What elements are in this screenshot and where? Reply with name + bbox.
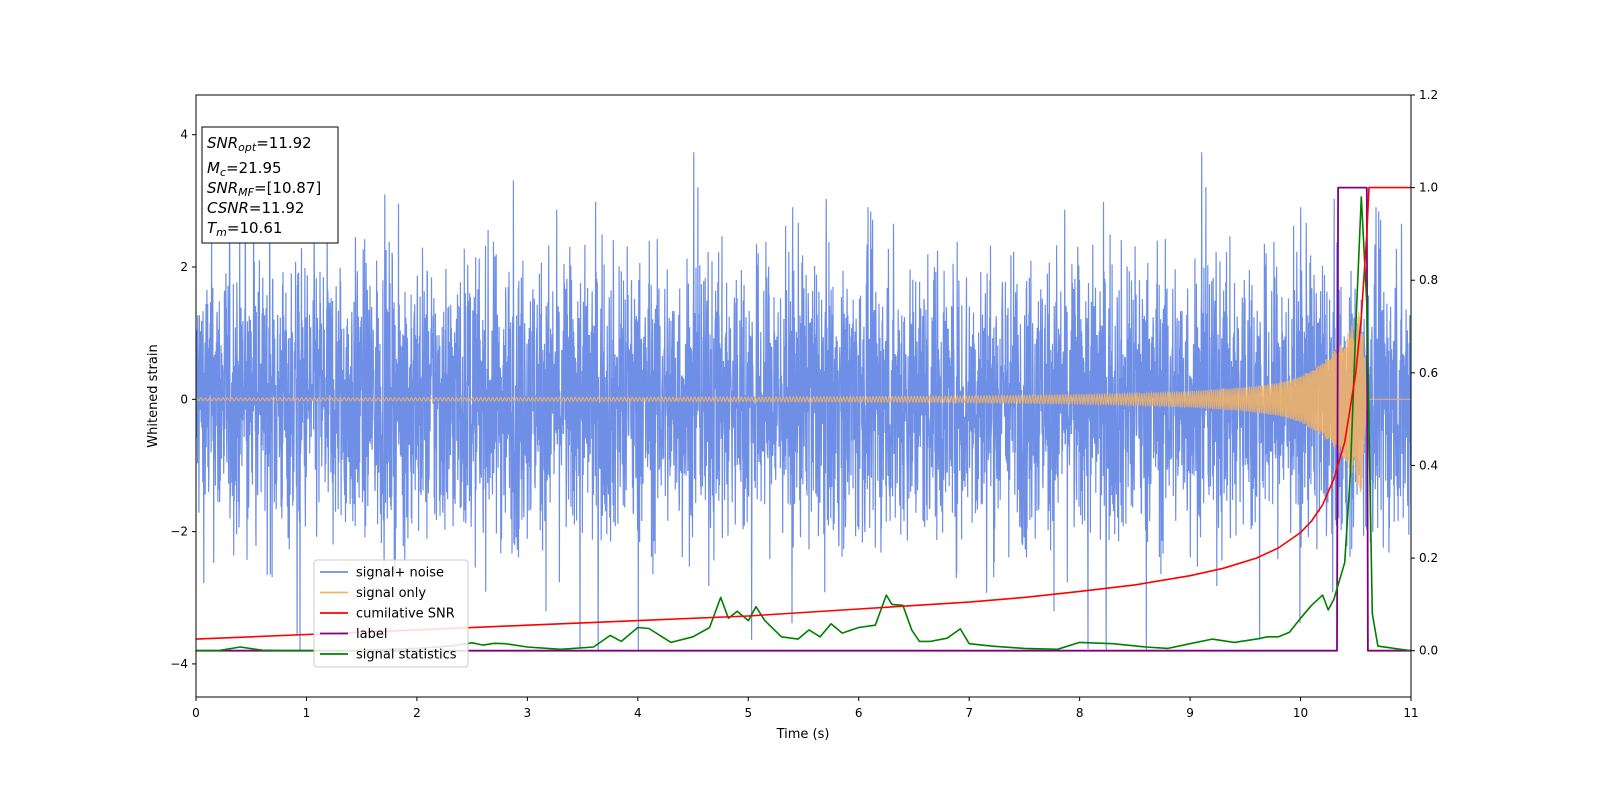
info-snr-opt-label: SNR bbox=[207, 134, 238, 152]
info-mc: Mc=21.95 bbox=[207, 159, 282, 179]
x-axis: 0 1 2 3 4 5 6 7 8 9 10 11 bbox=[192, 697, 1419, 720]
legend-items: signal+ noise signal only cumilative SNR la… bbox=[320, 566, 457, 663]
y-right-tick-label: 0.6 bbox=[1419, 366, 1438, 380]
x-tick-label: 2 bbox=[413, 706, 421, 720]
info-tm: Tm=10.61 bbox=[207, 219, 282, 239]
info-snr-mf-sub: MF bbox=[238, 186, 254, 199]
legend-label: cumilative SNR bbox=[356, 607, 455, 622]
info-mc-label: M bbox=[207, 159, 220, 177]
legend: signal+ noise signal only cumilative SNR la… bbox=[313, 559, 469, 668]
y-left-tick-label: −4 bbox=[170, 657, 188, 671]
series-signal-noise bbox=[196, 152, 1411, 651]
info-csnr-label: CSNR bbox=[207, 199, 249, 217]
info-snr-mf: SNRMF=[10.87] bbox=[207, 179, 321, 199]
y-right-tick-label: 0.2 bbox=[1419, 551, 1438, 565]
info-tm-sub: m bbox=[216, 226, 227, 239]
info-csnr: CSNR=11.92 bbox=[207, 199, 304, 217]
series-label bbox=[196, 186, 1411, 652]
legend-label: signal statistics bbox=[356, 648, 457, 663]
info-tm-label: T bbox=[207, 219, 218, 237]
legend-item-noise: signal+ noise bbox=[320, 566, 444, 581]
x-tick-label: 11 bbox=[1403, 706, 1418, 720]
x-tick-label: 10 bbox=[1293, 706, 1308, 720]
series-layer bbox=[196, 152, 1411, 652]
info-box: SNRopt=11.92 Mc=21.95 SNRMF=[10.87] CSNR… bbox=[201, 126, 339, 244]
info-box-frame bbox=[201, 126, 339, 244]
x-tick-label: 4 bbox=[634, 706, 642, 720]
y-axis-label: Whitened strain bbox=[146, 344, 161, 447]
info-tm-value: =10.61 bbox=[227, 219, 283, 237]
plot-area-frame bbox=[195, 94, 1412, 698]
x-tick-label: 6 bbox=[855, 706, 863, 720]
x-tick-label: 8 bbox=[1076, 706, 1084, 720]
info-mc-sub: c bbox=[220, 166, 226, 179]
x-tick-label: 9 bbox=[1186, 706, 1194, 720]
legend-label: label bbox=[356, 627, 387, 642]
y-left-tick-label: 4 bbox=[180, 128, 188, 142]
series-cumulative-snr bbox=[196, 186, 1411, 640]
y-right-tick-label: 1.0 bbox=[1419, 181, 1438, 195]
legend-item-signal: signal only bbox=[320, 586, 426, 601]
x-tick-label: 5 bbox=[744, 706, 752, 720]
y-right-tick-label: 0.0 bbox=[1419, 644, 1438, 658]
legend-item-label: label bbox=[320, 627, 387, 642]
series-signal-only bbox=[196, 311, 1411, 493]
legend-label: signal+ noise bbox=[356, 566, 444, 581]
info-snr-opt-value: =11.92 bbox=[256, 134, 312, 152]
x-tick-label: 1 bbox=[303, 706, 311, 720]
y-right-tick-label: 0.4 bbox=[1419, 458, 1438, 472]
y-axis-right: 0.0 0.2 0.4 0.6 0.8 1.0 1.2 bbox=[1411, 88, 1438, 658]
x-tick-label: 3 bbox=[524, 706, 532, 720]
info-snr-mf-label: SNR bbox=[207, 179, 238, 197]
y-right-tick-label: 1.2 bbox=[1419, 88, 1438, 102]
x-axis-label: Time (s) bbox=[776, 727, 830, 742]
legend-label: signal only bbox=[356, 586, 426, 601]
info-mc-value: =21.95 bbox=[226, 159, 282, 177]
legend-frame bbox=[313, 559, 469, 668]
info-snr-mf-value: =[10.87] bbox=[254, 179, 321, 197]
info-snr-opt: SNRopt=11.92 bbox=[207, 134, 312, 154]
series-signal-statistics bbox=[196, 196, 1411, 652]
info-csnr-value: =11.92 bbox=[249, 199, 305, 217]
y-left-tick-label: 2 bbox=[180, 260, 188, 274]
legend-item-csnr: cumilative SNR bbox=[320, 607, 455, 622]
y-right-tick-label: 0.8 bbox=[1419, 273, 1438, 287]
y-left-tick-label: −2 bbox=[170, 525, 188, 539]
legend-item-stat: signal statistics bbox=[320, 648, 457, 663]
x-tick-label: 0 bbox=[192, 706, 200, 720]
info-snr-opt-sub: opt bbox=[238, 141, 257, 154]
y-axis-left: −4 −2 0 2 4 bbox=[170, 128, 196, 671]
x-tick-label: 7 bbox=[965, 706, 973, 720]
y-left-tick-label: 0 bbox=[180, 392, 188, 406]
